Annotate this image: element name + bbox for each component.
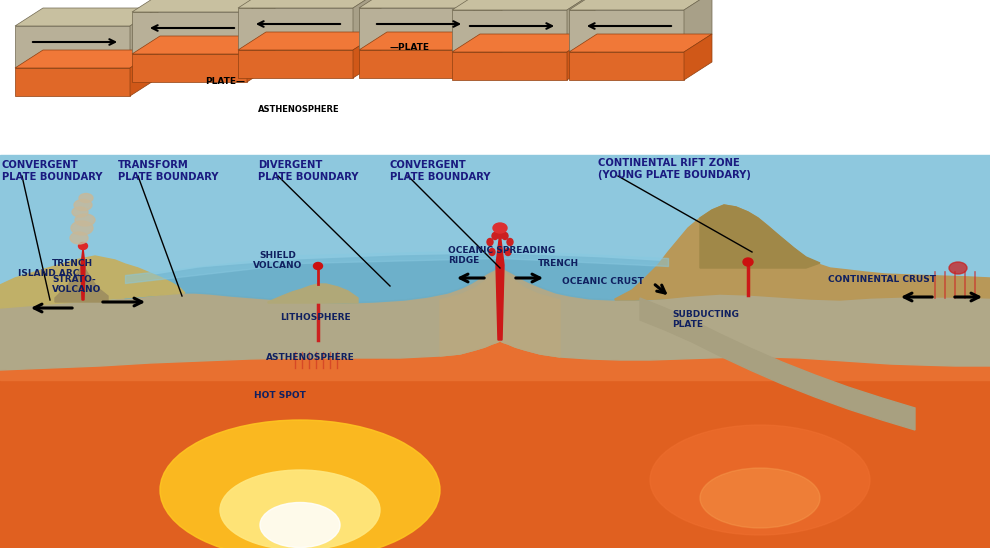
- Polygon shape: [132, 0, 275, 12]
- Ellipse shape: [700, 468, 820, 528]
- Polygon shape: [247, 36, 275, 82]
- Polygon shape: [569, 10, 684, 52]
- Ellipse shape: [650, 425, 870, 535]
- Polygon shape: [359, 0, 502, 8]
- Polygon shape: [132, 54, 247, 82]
- Ellipse shape: [489, 248, 495, 255]
- Text: ISLAND ARC: ISLAND ARC: [18, 269, 79, 278]
- Polygon shape: [238, 32, 381, 50]
- Text: SUBDUCTING
PLATE: SUBDUCTING PLATE: [672, 310, 739, 329]
- Polygon shape: [55, 265, 108, 302]
- Text: TRANSFORM
PLATE BOUNDARY: TRANSFORM PLATE BOUNDARY: [118, 160, 219, 181]
- Text: DIVERGENT
PLATE BOUNDARY: DIVERGENT PLATE BOUNDARY: [258, 160, 358, 181]
- Polygon shape: [640, 298, 915, 430]
- Text: OCEANIC SPREADING
RIDGE: OCEANIC SPREADING RIDGE: [448, 246, 555, 265]
- Text: LITHOSPHERE: LITHOSPHERE: [280, 313, 350, 323]
- Polygon shape: [615, 205, 990, 300]
- Ellipse shape: [497, 231, 503, 238]
- Ellipse shape: [949, 262, 967, 274]
- Text: ASTHENOSPHERE: ASTHENOSPHERE: [265, 353, 354, 362]
- Polygon shape: [238, 0, 381, 8]
- Ellipse shape: [497, 225, 503, 231]
- Text: CONVERGENT
PLATE BOUNDARY: CONVERGENT PLATE BOUNDARY: [2, 160, 103, 181]
- Bar: [0, 155, 990, 370]
- Polygon shape: [130, 50, 158, 96]
- Text: TRENCH: TRENCH: [538, 259, 579, 268]
- Polygon shape: [569, 34, 712, 52]
- Ellipse shape: [505, 248, 511, 255]
- Polygon shape: [569, 0, 712, 10]
- Ellipse shape: [507, 238, 513, 246]
- Polygon shape: [0, 266, 990, 370]
- Polygon shape: [15, 50, 158, 68]
- Polygon shape: [452, 10, 567, 52]
- Polygon shape: [452, 34, 595, 52]
- Text: CONTINENTAL RIFT ZONE
(YOUNG PLATE BOUNDARY): CONTINENTAL RIFT ZONE (YOUNG PLATE BOUND…: [598, 158, 750, 180]
- Ellipse shape: [74, 199, 92, 210]
- Text: CONVERGENT
PLATE BOUNDARY: CONVERGENT PLATE BOUNDARY: [390, 160, 490, 181]
- Ellipse shape: [487, 238, 493, 246]
- Ellipse shape: [72, 207, 88, 217]
- Polygon shape: [353, 0, 381, 50]
- Text: ASTHENOSPHERE: ASTHENOSPHERE: [258, 106, 340, 115]
- Polygon shape: [359, 32, 502, 50]
- Bar: [0, 310, 990, 548]
- Text: SHIELD
VOLCANO: SHIELD VOLCANO: [253, 250, 303, 270]
- Text: —PLATE: —PLATE: [390, 43, 430, 53]
- Polygon shape: [452, 52, 567, 80]
- Polygon shape: [474, 32, 502, 78]
- Polygon shape: [440, 266, 560, 357]
- Ellipse shape: [160, 420, 440, 548]
- Polygon shape: [567, 34, 595, 80]
- Polygon shape: [452, 0, 595, 10]
- Polygon shape: [474, 0, 502, 50]
- Polygon shape: [15, 68, 130, 96]
- Bar: [0, 0, 990, 155]
- Ellipse shape: [493, 223, 507, 233]
- Polygon shape: [496, 232, 504, 340]
- Text: OCEANIC CRUST: OCEANIC CRUST: [562, 277, 644, 287]
- Ellipse shape: [70, 232, 88, 244]
- Ellipse shape: [75, 214, 95, 226]
- Polygon shape: [569, 52, 684, 80]
- Polygon shape: [359, 8, 474, 50]
- Polygon shape: [359, 50, 474, 78]
- Ellipse shape: [71, 221, 93, 235]
- Text: STRATO-
VOLCANO: STRATO- VOLCANO: [52, 275, 101, 294]
- Text: CONTINENTAL CRUST: CONTINENTAL CRUST: [828, 276, 936, 284]
- Ellipse shape: [79, 193, 93, 203]
- Polygon shape: [353, 32, 381, 78]
- Polygon shape: [15, 8, 158, 26]
- Polygon shape: [81, 248, 85, 300]
- Polygon shape: [15, 26, 130, 68]
- Text: TRENCH: TRENCH: [52, 259, 93, 268]
- Ellipse shape: [492, 232, 498, 239]
- Polygon shape: [247, 0, 275, 54]
- Polygon shape: [132, 36, 275, 54]
- Ellipse shape: [220, 470, 380, 548]
- Polygon shape: [238, 8, 353, 50]
- Bar: [0, 310, 990, 380]
- Polygon shape: [268, 284, 358, 303]
- Polygon shape: [567, 0, 595, 52]
- Ellipse shape: [743, 258, 753, 266]
- Ellipse shape: [78, 243, 87, 249]
- Ellipse shape: [502, 232, 508, 239]
- Polygon shape: [700, 205, 820, 268]
- Polygon shape: [684, 0, 712, 52]
- Polygon shape: [238, 50, 353, 78]
- Polygon shape: [0, 256, 185, 308]
- Polygon shape: [132, 12, 247, 54]
- Text: HOT SPOT: HOT SPOT: [254, 391, 306, 399]
- Text: PLATE—: PLATE—: [205, 77, 245, 87]
- Polygon shape: [684, 34, 712, 80]
- Ellipse shape: [260, 503, 340, 547]
- Polygon shape: [130, 8, 158, 68]
- Ellipse shape: [314, 262, 323, 270]
- Polygon shape: [125, 254, 668, 303]
